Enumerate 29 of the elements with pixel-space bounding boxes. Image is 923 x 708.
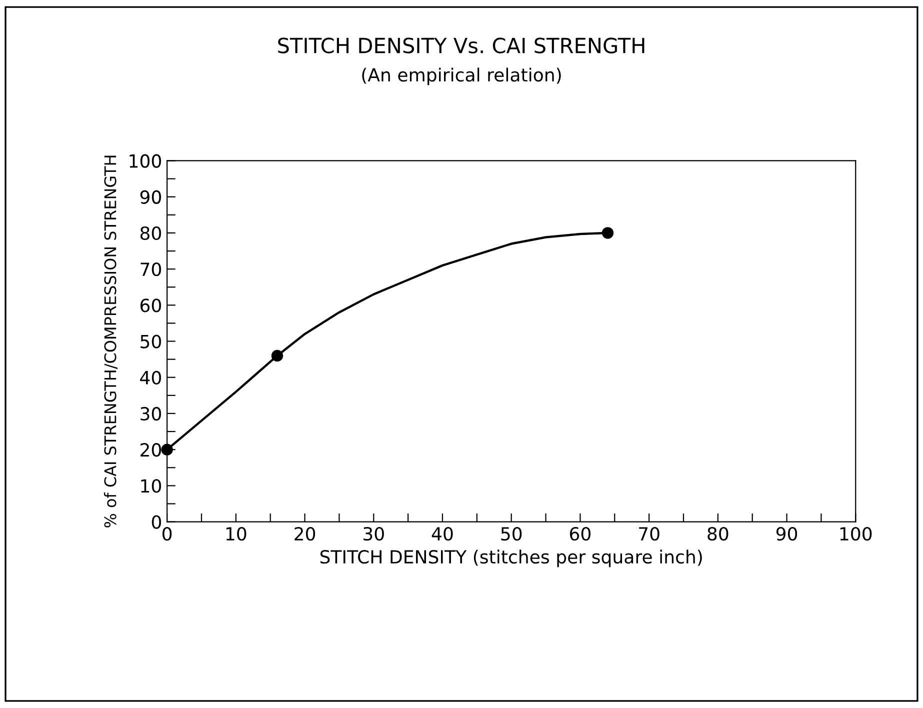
y-tick-label: 40 [140, 370, 162, 384]
point [271, 350, 284, 362]
point [161, 444, 173, 456]
x-axis-title: STITCH DENSITY (stitches per square inch) [320, 550, 702, 568]
x-tick-label: 80 [708, 526, 728, 541]
x-tick-label: 60 [570, 526, 590, 541]
y-tick-label: 60 [140, 298, 162, 312]
x-tick-label: 40 [432, 526, 453, 541]
y-axis-title: % of CAI STRENGTH/COMPRESSION STRENGTH [104, 156, 118, 528]
x-tick-label: 70 [639, 526, 660, 541]
y-tick-label: 10 [141, 479, 162, 493]
x-tick-label: 30 [364, 526, 384, 541]
point [602, 227, 614, 239]
chart-title: STITCH DENSITY Vs. CAI STRENGTH [278, 38, 644, 54]
chart-subtitle: (An empirical relation) [362, 68, 561, 86]
x-tick-label: 10 [226, 526, 246, 541]
x-tick-label: 20 [294, 526, 316, 541]
y-tick-label: 30 [140, 406, 162, 421]
x-tick-label: 0 [162, 526, 172, 541]
x-tick-label: 90 [776, 526, 798, 541]
y-tick-label: 80 [140, 226, 162, 240]
y-tick-label: 70 [140, 262, 162, 276]
y-tick-label: 0 [152, 515, 162, 529]
x-tick-label: 100 [840, 526, 872, 541]
y-tick-label: 90 [140, 190, 162, 204]
y-tick-label: 100 [130, 154, 161, 168]
y-tick-label: 20 [140, 443, 162, 457]
x-tick-label: 50 [501, 526, 522, 541]
y-tick-label: 50 [140, 334, 162, 348]
